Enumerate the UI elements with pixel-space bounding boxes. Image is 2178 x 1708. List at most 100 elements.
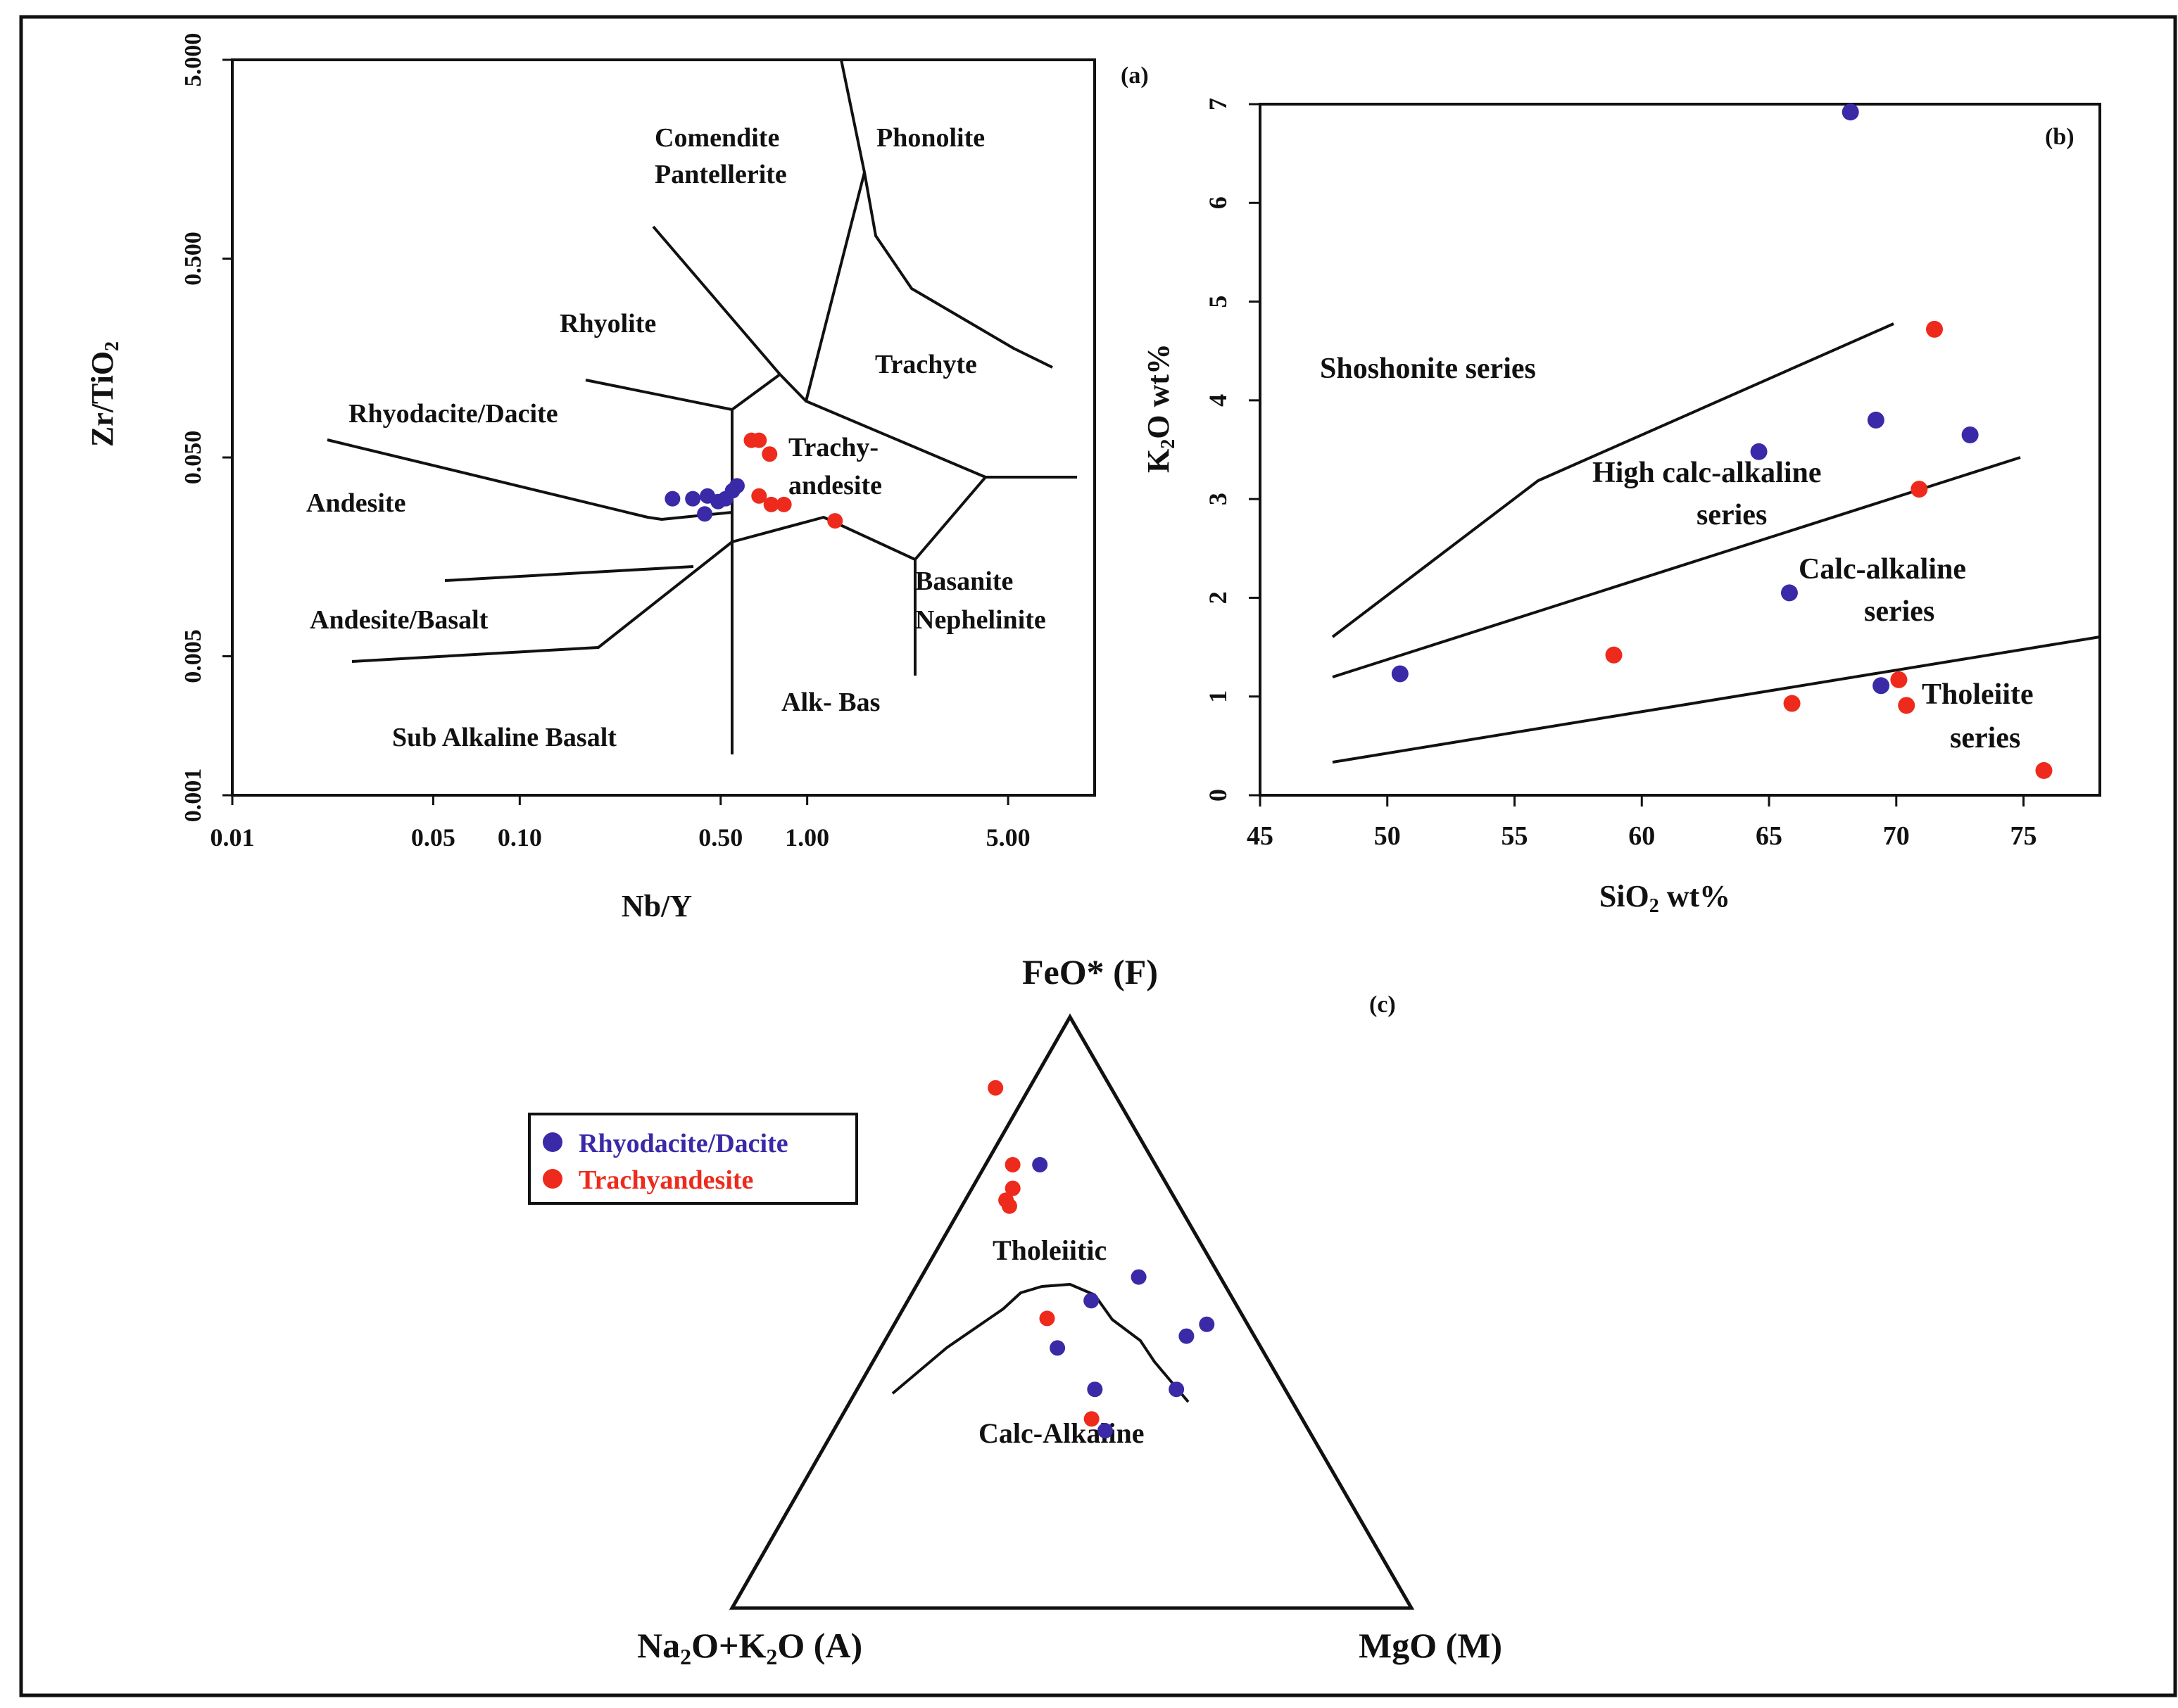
x-tick-label: 55 bbox=[1502, 821, 1528, 851]
panel-b-y-axis-label: K2O wt% bbox=[1141, 343, 1179, 473]
field-label: High calc-alkaline bbox=[1592, 457, 1822, 489]
data-point bbox=[751, 432, 767, 448]
y-tick-label: 0 bbox=[1204, 789, 1232, 802]
panel-a-x-axis-label: Nb/Y bbox=[622, 889, 692, 923]
panel-b-plot-frame bbox=[1259, 103, 2101, 797]
y-tick-label: 5.000 bbox=[180, 33, 206, 87]
y-tick-label: 0.005 bbox=[180, 629, 206, 683]
y-tick-label: 4 bbox=[1204, 394, 1232, 407]
panel-b-series-boundaries bbox=[1331, 322, 2101, 764]
field-label: Alk- Bas bbox=[781, 688, 880, 717]
field-label: Calc-alkaline bbox=[1799, 553, 1966, 586]
panel-a-field-boundaries bbox=[327, 59, 1077, 754]
x-tick-label: 50 bbox=[1374, 821, 1401, 851]
field-label: Phonolite bbox=[876, 123, 985, 153]
panel-c-tholeiitic-calc-alkaline-boundary bbox=[891, 1283, 1190, 1403]
x-tick-label: 65 bbox=[1756, 821, 1782, 851]
data-point bbox=[1178, 1328, 1195, 1344]
panel-c-label: (c) bbox=[1369, 992, 1396, 1018]
field-label: Trachy- bbox=[788, 433, 879, 462]
field-label: Comendite bbox=[655, 123, 779, 153]
data-point bbox=[1087, 1381, 1103, 1398]
panel-c-field-label: Tholeiitic bbox=[993, 1234, 1107, 1266]
legend: Rhyodacite/Dacite Trachyandesite bbox=[528, 1113, 858, 1205]
panel-a: (a) Comendite Pantellerite Phonolite Rhy… bbox=[85, 33, 1149, 923]
data-point bbox=[2035, 761, 2053, 779]
legend-label-trachyandesite: Trachyandesite bbox=[579, 1165, 753, 1195]
y-tick-label: 5 bbox=[1204, 296, 1232, 308]
data-point bbox=[1050, 1340, 1066, 1356]
field-label: Sub Alkaline Basalt bbox=[392, 723, 617, 752]
data-point bbox=[1005, 1180, 1021, 1196]
data-point bbox=[762, 446, 778, 462]
data-point bbox=[729, 478, 745, 494]
legend-marker-rhyodacite-dacite bbox=[543, 1132, 562, 1152]
panel-b-y-ticks: 0 1 2 3 4 5 6 7 bbox=[1204, 98, 1260, 802]
panel-c-points bbox=[988, 1080, 1215, 1438]
data-point bbox=[1005, 1157, 1021, 1172]
panel-b-x-ticks: 45 50 55 60 65 70 75 bbox=[1247, 795, 2037, 851]
y-tick-label: 3 bbox=[1204, 493, 1232, 505]
data-point bbox=[988, 1080, 1004, 1096]
data-point bbox=[1605, 646, 1623, 664]
panel-b-label: (b) bbox=[2045, 124, 2075, 150]
data-point bbox=[1898, 697, 1915, 714]
field-label: Shoshonite series bbox=[1320, 353, 1536, 385]
data-point bbox=[1199, 1316, 1215, 1332]
field-label: series bbox=[1950, 722, 2020, 754]
field-label: Andesite/Basalt bbox=[310, 605, 489, 635]
data-point bbox=[1131, 1269, 1147, 1285]
data-point bbox=[697, 506, 713, 522]
data-point bbox=[1890, 671, 1908, 688]
x-tick-label: 0.01 bbox=[210, 823, 255, 852]
field-label: andesite bbox=[788, 471, 882, 500]
data-point bbox=[665, 491, 681, 507]
y-tick-label: 0.500 bbox=[180, 232, 206, 286]
panel-b: (b) Shoshonite series High calc-alkaline… bbox=[1141, 98, 2101, 917]
panel-a-plot-frame bbox=[231, 58, 1096, 797]
y-tick-label: 2 bbox=[1204, 591, 1232, 604]
panel-b-x-axis-label: SiO2 wt% bbox=[1599, 879, 1730, 917]
data-point bbox=[1842, 103, 1859, 121]
x-tick-label: 45 bbox=[1247, 821, 1273, 851]
data-point bbox=[827, 513, 843, 529]
panel-a-y-ticks: 0.001 0.005 0.050 0.500 5.000 bbox=[180, 33, 232, 823]
data-point bbox=[1039, 1310, 1055, 1327]
field-label: Basanite bbox=[915, 567, 1013, 596]
figure-frame bbox=[19, 15, 2177, 1697]
x-tick-label: 70 bbox=[1883, 821, 1910, 851]
data-point bbox=[1872, 677, 1890, 695]
data-point bbox=[751, 488, 767, 504]
data-point bbox=[763, 496, 779, 512]
panel-c: (c) Tholeiitic Calc-Alkaline FeO* (F) Na… bbox=[528, 952, 1502, 1669]
y-tick-label: 1 bbox=[1204, 690, 1232, 703]
panel-c-field-label: Calc-Alkaline bbox=[978, 1417, 1145, 1449]
x-tick-label: 0.10 bbox=[498, 823, 542, 852]
field-label: Rhyodacite/Dacite bbox=[348, 399, 558, 429]
x-tick-label: 1.00 bbox=[785, 823, 829, 852]
data-point bbox=[1083, 1411, 1100, 1427]
data-point bbox=[1097, 1423, 1113, 1438]
data-point bbox=[776, 496, 792, 512]
panel-a-x-ticks: 0.01 0.05 0.10 0.50 1.00 5.00 bbox=[210, 795, 1031, 852]
field-label: Andesite bbox=[306, 488, 405, 518]
data-point bbox=[1083, 1293, 1100, 1309]
y-tick-label: 6 bbox=[1204, 196, 1232, 209]
y-tick-label: 0.001 bbox=[180, 768, 206, 823]
y-tick-label: 0.050 bbox=[180, 431, 206, 485]
data-point bbox=[1391, 665, 1409, 683]
apex-label-top: FeO* (F) bbox=[1022, 952, 1158, 992]
field-label: Rhyolite bbox=[560, 309, 656, 339]
field-label: Tholeiite bbox=[1922, 678, 2034, 711]
panel-a-field-labels: Comendite Pantellerite Phonolite Rhyolit… bbox=[306, 123, 1046, 752]
panel-c-triangle bbox=[729, 1013, 1415, 1610]
data-point bbox=[1032, 1157, 1048, 1172]
data-point bbox=[1783, 695, 1801, 712]
apex-label-right: MgO (M) bbox=[1359, 1626, 1502, 1665]
data-point bbox=[1169, 1381, 1185, 1398]
field-label: Trachyte bbox=[875, 350, 977, 379]
field-label: series bbox=[1864, 595, 1934, 628]
y-tick-label: 7 bbox=[1204, 98, 1232, 110]
legend-frame bbox=[528, 1113, 858, 1205]
